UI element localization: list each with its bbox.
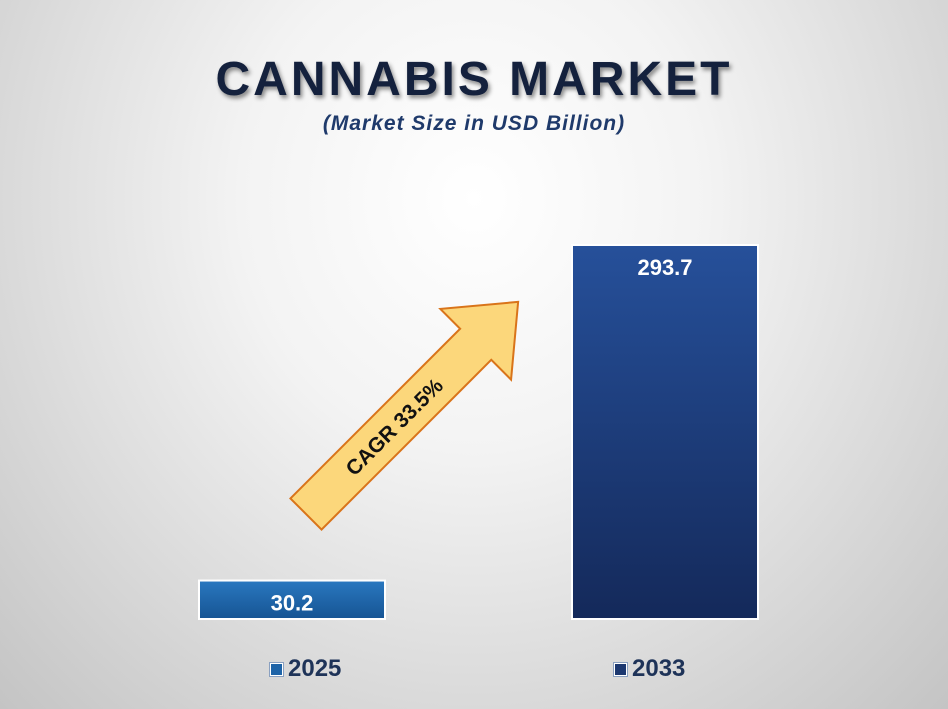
cagr-arrow: CAGR 33.5% xyxy=(289,300,520,531)
legend-item-2025: 2025 xyxy=(270,655,341,683)
cagr-label: CAGR 33.5% xyxy=(342,374,448,480)
legend-item-2033: 2033 xyxy=(614,655,685,683)
bar-2025 xyxy=(198,579,386,621)
bar-2033 xyxy=(571,244,759,620)
data-label-2025: 30.2 xyxy=(271,591,314,616)
legend-swatch-2025 xyxy=(270,662,283,676)
chart-subtitle: (Market Size in USD Billion) xyxy=(322,112,626,135)
legend-label-2025: 2025 xyxy=(288,655,342,682)
legend-swatch-2033 xyxy=(614,662,627,676)
data-label-2033: 293.7 xyxy=(637,255,692,280)
legend-label-2033: 2033 xyxy=(632,655,686,682)
cagr-arrow-shape xyxy=(289,300,520,531)
chart-title: CANNABIS MARKET xyxy=(215,53,733,106)
